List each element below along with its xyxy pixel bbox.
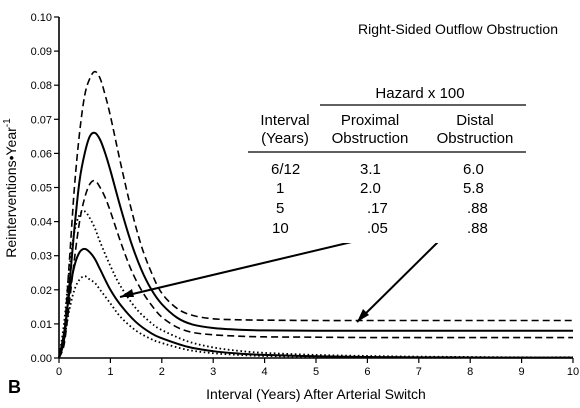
x-tick-label: 10 bbox=[567, 366, 579, 378]
pointer-line-proximal bbox=[119, 239, 361, 298]
col-header-distal-line1: Distal bbox=[456, 112, 494, 129]
x-tick-label: 8 bbox=[467, 366, 473, 378]
y-tick-label: 0.10 bbox=[31, 12, 52, 24]
table-cell: .88 bbox=[467, 220, 488, 237]
x-tick-label: 3 bbox=[210, 366, 216, 378]
x-tick-label: 4 bbox=[262, 366, 268, 378]
col-header-proximal-line2: Obstruction bbox=[332, 130, 409, 147]
y-tick-label: 0.03 bbox=[31, 251, 52, 263]
y-tick-label: 0.04 bbox=[31, 217, 52, 229]
x-tick-label: 9 bbox=[519, 366, 525, 378]
chart-title: Right-Sided Outflow Obstruction bbox=[358, 21, 558, 37]
x-tick-label: 6 bbox=[364, 366, 370, 378]
y-tick-label: 0.07 bbox=[31, 114, 52, 126]
x-tick-label: 2 bbox=[159, 366, 165, 378]
y-ticks: 0.00 0.01 0.02 0.03 0.04 0.05 0.06 0.07 0.08 0.09… bbox=[31, 12, 59, 365]
y-tick-label: 0.01 bbox=[31, 319, 52, 331]
series-2-lower-band bbox=[58, 275, 573, 359]
hazard-table-background bbox=[248, 83, 528, 243]
table-cell: 3.1 bbox=[360, 161, 381, 178]
table-cell: .05 bbox=[367, 220, 388, 237]
series-1-lower-band bbox=[58, 179, 573, 359]
y-axis-label-exponent: -1 bbox=[2, 118, 13, 127]
pointer-arrowhead-distal bbox=[357, 309, 369, 322]
y-tick-label: 0.00 bbox=[31, 353, 52, 365]
table-cell: 6/12 bbox=[271, 161, 300, 178]
table-super-header: Hazard x 100 bbox=[375, 85, 464, 102]
panel-letter: B bbox=[8, 377, 21, 397]
y-axis-label: Reinterventions•Year-1 bbox=[2, 118, 19, 258]
table-cell: .88 bbox=[467, 200, 488, 217]
y-tick-label: 0.09 bbox=[31, 46, 52, 58]
table-cell: 2.0 bbox=[360, 180, 381, 197]
table-cell: 10 bbox=[272, 220, 289, 237]
series-2-line bbox=[58, 247, 574, 359]
series-1-line bbox=[58, 131, 573, 359]
col-header-proximal-line1: Proximal bbox=[341, 112, 399, 129]
series-1-upper-band bbox=[58, 70, 573, 359]
col-header-interval-line2: (Years) bbox=[261, 130, 309, 147]
table-cell: .17 bbox=[367, 200, 388, 217]
x-tick-label: 1 bbox=[107, 366, 113, 378]
pointer-arrowhead-proximal bbox=[120, 289, 134, 297]
col-header-interval-line1: Interval bbox=[260, 112, 309, 129]
y-tick-label: 0.06 bbox=[31, 148, 52, 160]
hazard-table: Hazard x 100 Interval (Years) Proximal O… bbox=[248, 83, 528, 243]
table-cell: 6.0 bbox=[463, 161, 484, 178]
x-tick-label: 5 bbox=[313, 366, 319, 378]
y-axis-label-main: Reinterventions•Year bbox=[3, 127, 19, 258]
x-tick-label: 0 bbox=[56, 366, 62, 378]
x-ticks: 0 1 2 3 4 5 6 7 8 9 10 bbox=[56, 358, 579, 378]
y-tick-label: 0.02 bbox=[31, 285, 52, 297]
table-cell: 5 bbox=[276, 200, 284, 217]
y-tick-label: 0.05 bbox=[31, 183, 52, 195]
col-header-distal-line2: Obstruction bbox=[437, 130, 514, 147]
y-tick-label: 0.08 bbox=[31, 80, 52, 92]
x-tick-label: 7 bbox=[416, 366, 422, 378]
table-cell: 5.8 bbox=[463, 180, 484, 197]
table-cell: 1 bbox=[276, 180, 284, 197]
x-axis-label: Interval (Years) After Arterial Switch bbox=[206, 386, 426, 402]
pointer-line-distal bbox=[356, 239, 441, 323]
